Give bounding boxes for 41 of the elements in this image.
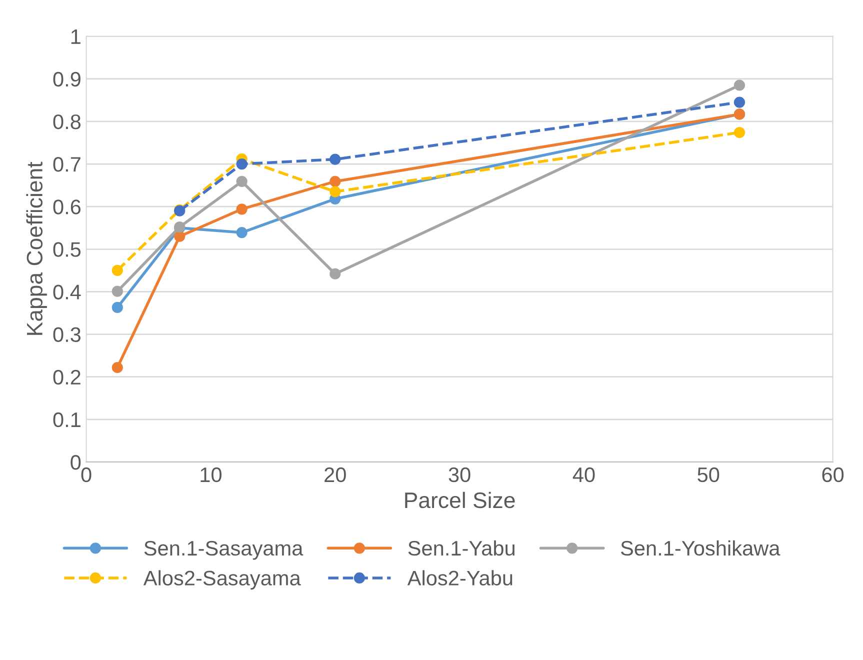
point [112,302,123,314]
point [734,96,746,108]
point [734,80,746,91]
point [236,204,248,215]
point [236,158,248,170]
x-tick-label: 30 [448,467,470,482]
x-tick-label: 20 [324,467,346,482]
legend-label: Alos2-Sasayama [143,570,301,590]
y-tick-label: 0.5 [53,242,81,257]
x-tick-label: 40 [572,467,595,482]
x-tick-label: 10 [200,467,222,482]
y-tick-label: 0.2 [53,370,80,385]
legend-label: Sen.1-Yabu [408,540,514,556]
x-tick-label: 0 [81,467,92,482]
y-tick-label: 0 [70,455,81,470]
point [330,176,341,188]
point [112,362,123,374]
y-tick-label: 0.8 [53,114,81,130]
legend-label: Sen.1-Yoshikawa [620,540,780,556]
y-tick-label: 0.9 [53,72,80,87]
point [734,126,746,138]
point [112,286,123,297]
point [236,226,248,238]
y-tick-label: 0.1 [53,412,80,428]
y-tick-label: 0.3 [53,327,81,342]
point [330,268,341,280]
x-tick-label: 50 [698,467,720,482]
legend-label: Sen.1-Sasayama [144,540,304,560]
point [330,154,341,165]
y-tick-label: 0.7 [53,157,80,172]
legend-label: Alos2-Yabu [407,570,512,586]
y-tick-label: 0.4 [53,284,81,300]
y-tick-label: 1 [71,30,80,44]
y-tick-label: 0.6 [53,200,81,214]
x-axis-title: Parcel Size [405,492,515,508]
point [112,264,123,276]
point [174,230,186,242]
point [330,186,341,198]
y-axis-title: Kappa Coefficient [26,162,47,335]
x-tick-label: 60 [822,467,844,482]
point [236,176,248,188]
